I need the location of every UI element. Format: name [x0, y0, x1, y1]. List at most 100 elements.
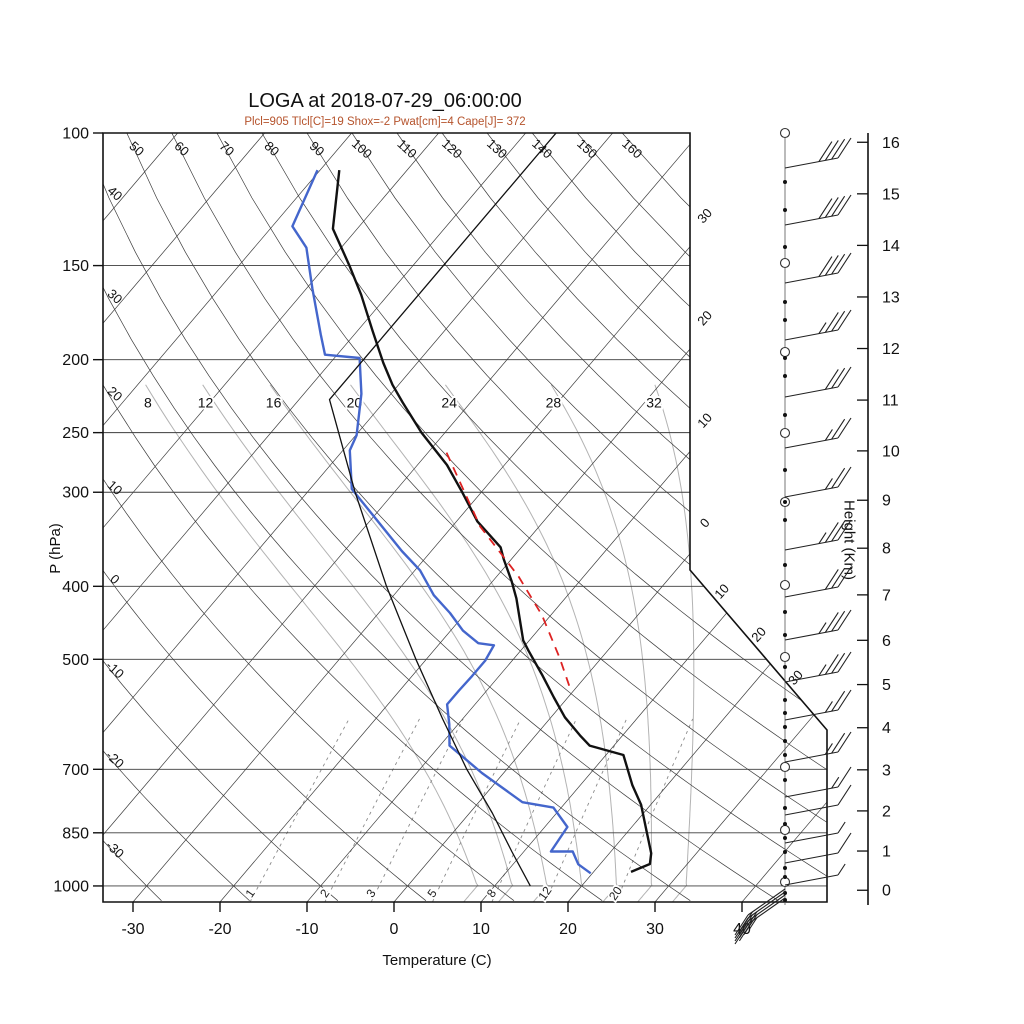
dry-adiabat-left-label: 20	[105, 383, 126, 404]
plot-border	[102, 132, 828, 903]
pressure-tick-label: 300	[62, 485, 89, 502]
height-tick-label: 2	[882, 803, 891, 820]
height-tick-label: 1	[882, 844, 891, 861]
pressure-tick-label: 100	[62, 126, 89, 143]
height-tick-label: 6	[882, 633, 891, 650]
temperature-tick-label: 0	[390, 921, 399, 938]
isotherm-right-label: 20	[694, 308, 715, 329]
pressure-tick-label: 150	[62, 258, 89, 275]
dry-adiabat-left-label: -30	[103, 837, 127, 861]
dewpoint-curve	[291, 169, 592, 875]
height-tick-label: 15	[882, 186, 900, 203]
temperature-tick-label: -10	[295, 921, 318, 938]
dry-adiabat-top-label: 60	[171, 138, 192, 159]
wind-level-dot	[783, 208, 787, 212]
wind-level-dot	[783, 725, 787, 729]
height-tick-label: 3	[882, 762, 891, 779]
height-tick-label: 0	[882, 883, 891, 900]
wind-level-dot	[783, 711, 787, 715]
wind-level-dot	[783, 610, 787, 614]
mixing-ratio-label: 1	[243, 886, 258, 900]
dry-adiabat-left-label: -20	[103, 748, 127, 772]
wind-level-dot	[783, 374, 787, 378]
dry-adiabat-top-label: 50	[126, 138, 147, 159]
pressure-tick-label: 400	[62, 579, 89, 596]
wind-level-dot	[783, 836, 787, 840]
height-tick-label: 4	[882, 720, 891, 737]
wind-level-dot	[783, 633, 787, 637]
pressure-tick-label: 1000	[53, 878, 89, 895]
mixing-ratio-label: 8	[484, 886, 499, 900]
temperature-tick-label: -20	[208, 921, 231, 938]
height-tick-label: 12	[882, 341, 900, 358]
wind-level-dot	[783, 413, 787, 417]
wind-level-dot	[783, 739, 787, 743]
wind-level-dot	[783, 180, 787, 184]
wind-level-circle	[779, 824, 791, 836]
wind-level-circle	[779, 427, 791, 439]
wind-level-dot	[783, 806, 787, 810]
moist-adiabat-label: 24	[441, 395, 457, 411]
wind-level-dot	[783, 500, 787, 504]
dry-adiabat-top-label: 150	[574, 136, 600, 162]
pressure-tick-label: 250	[62, 425, 89, 442]
wind-level-circle	[779, 127, 791, 139]
dry-adiabat-top-label: 70	[216, 138, 237, 159]
pressure-tick-label: 500	[62, 652, 89, 669]
wind-level-circle	[779, 651, 791, 663]
wind-level-dot	[783, 468, 787, 472]
wind-level-dot	[783, 245, 787, 249]
sounding-indices-subtitle: Plcl=905 Tlcl[C]=19 Shox=-2 Pwat[cm]=4 C…	[244, 116, 526, 128]
wind-level-dot	[783, 356, 787, 360]
wind-level-dot	[783, 822, 787, 826]
dry-adiabat-top-label: 160	[619, 136, 645, 162]
wind-level-dot	[783, 300, 787, 304]
pressure-tick-label: 850	[62, 825, 89, 842]
pressure-tick-label: 700	[62, 762, 89, 779]
wind-level-dot	[783, 891, 787, 895]
moist-adiabat-label: 8	[144, 395, 152, 411]
height-tick-label: 7	[882, 587, 891, 604]
temperature-tick-label: 30	[646, 921, 664, 938]
dry-adiabat-top-label: 110	[394, 136, 419, 161]
mixing-ratio-label: 2	[317, 886, 332, 900]
height-tick-label: 8	[882, 541, 891, 558]
wind-level-dot	[783, 753, 787, 757]
dry-adiabat-left-label: 40	[105, 183, 126, 204]
isotherm-right-label: 10	[694, 410, 715, 431]
dry-adiabat-top-label: 80	[262, 138, 283, 159]
skewt-background-grid	[103, 133, 827, 902]
dry-adiabat-top-label: 120	[439, 136, 465, 162]
height-tick-label: 5	[882, 677, 891, 694]
standard-atmosphere-reference-curve	[328, 133, 557, 887]
wind-level-dot	[783, 518, 787, 522]
isotherm-right-label: 30	[694, 205, 715, 226]
wind-level-dot	[783, 866, 787, 870]
wind-barb-column	[734, 127, 852, 945]
isotherm-right-label: 0	[697, 515, 713, 530]
dry-adiabat-left-label: -10	[103, 658, 127, 682]
temperature-curve	[331, 169, 653, 874]
wind-level-dot	[783, 563, 787, 567]
wind-level-dot	[783, 875, 787, 879]
height-tick-label: 13	[882, 289, 900, 306]
mixing-ratio-label: 3	[363, 886, 378, 900]
height-tick-label: 14	[882, 238, 900, 255]
dry-adiabat-left-label: 10	[105, 477, 126, 498]
mixing-ratio-label: 5	[425, 886, 440, 900]
moist-adiabat-label: 32	[646, 395, 662, 411]
wind-level-dot	[783, 698, 787, 702]
height-tick-label: 9	[882, 493, 891, 510]
wind-level-circle	[779, 761, 791, 773]
wind-level-dot	[783, 318, 787, 322]
wind-level-circle	[779, 579, 791, 591]
parcel-moist-ascent-cape-curve	[444, 450, 571, 686]
temperature-tick-label: 20	[559, 921, 577, 938]
height-tick-label: 16	[882, 135, 900, 152]
height-tick-label: 11	[882, 393, 899, 410]
dry-adiabat-top-label: 100	[349, 136, 375, 162]
temperature-tick-label: 10	[472, 921, 490, 938]
